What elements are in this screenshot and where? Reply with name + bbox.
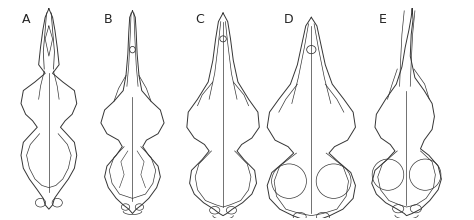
- Text: C: C: [195, 13, 204, 26]
- Text: A: A: [22, 13, 30, 26]
- Text: E: E: [379, 13, 387, 26]
- Text: B: B: [104, 13, 112, 26]
- Text: D: D: [283, 13, 293, 26]
